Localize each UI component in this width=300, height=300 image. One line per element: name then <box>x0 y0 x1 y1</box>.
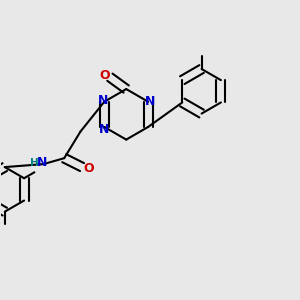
Text: O: O <box>99 69 110 82</box>
Text: N: N <box>99 123 110 136</box>
Text: O: O <box>83 162 94 175</box>
Text: H: H <box>30 158 39 168</box>
Text: N: N <box>37 156 48 169</box>
Text: N: N <box>144 95 155 108</box>
Text: N: N <box>98 94 108 107</box>
